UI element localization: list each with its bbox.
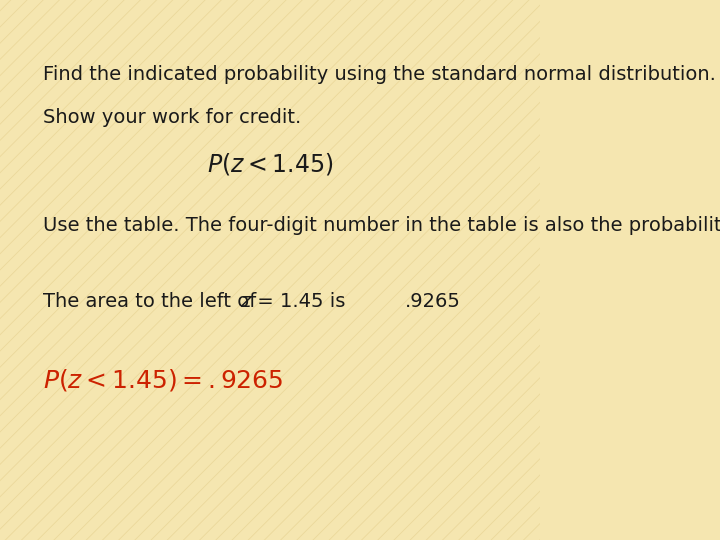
Text: Use the table. The four-digit number in the table is also the probability.: Use the table. The four-digit number in …	[43, 216, 720, 235]
Text: = 1.45 is: = 1.45 is	[251, 292, 346, 310]
Text: Find the indicated probability using the standard normal distribution.: Find the indicated probability using the…	[43, 65, 716, 84]
Text: $\mathbf{\it{P(z < 1.45)}}$$\mathbf{\it{= .9265}}$: $\mathbf{\it{P(z < 1.45)}}$$\mathbf{\it{…	[43, 367, 284, 393]
Text: $z$: $z$	[240, 292, 253, 310]
Text: The area to the left of: The area to the left of	[43, 292, 263, 310]
Text: $P(z < 1.45)$: $P(z < 1.45)$	[207, 151, 333, 177]
Text: Show your work for credit.: Show your work for credit.	[43, 108, 302, 127]
Text: .9265: .9265	[405, 292, 461, 310]
